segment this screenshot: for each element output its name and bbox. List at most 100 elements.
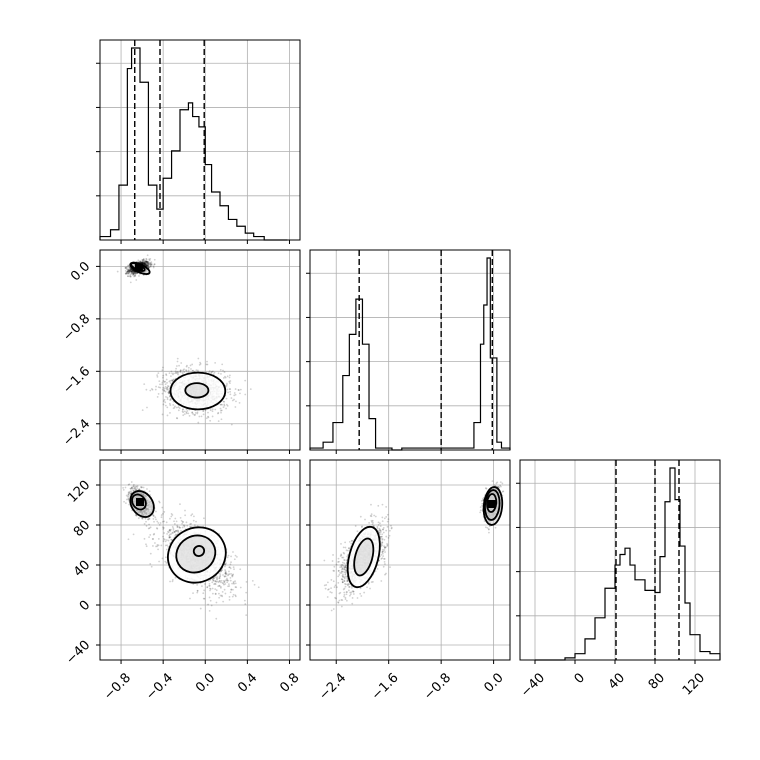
scatter-point	[168, 380, 171, 383]
scatter-point	[215, 589, 218, 592]
scatter-point	[149, 562, 152, 565]
scatter-point	[140, 261, 143, 264]
scatter-point	[209, 587, 211, 590]
scatter-point	[161, 383, 163, 386]
scatter-point	[345, 593, 348, 596]
scatter-point	[337, 601, 340, 603]
scatter-point	[386, 520, 389, 523]
scatter-point	[341, 568, 343, 571]
scatter-point	[187, 412, 190, 415]
scatter-point	[217, 372, 220, 375]
scatter-point	[169, 580, 171, 583]
scatter-point	[231, 575, 234, 578]
scatter-point	[147, 260, 150, 263]
scatter-point	[226, 581, 229, 584]
scatter-point	[140, 261, 143, 264]
scatter-point	[135, 514, 138, 517]
scatter-point	[233, 398, 235, 401]
scatter-point	[177, 409, 180, 412]
scatter-point	[159, 522, 162, 524]
scatter-point	[140, 262, 143, 264]
scatter-point	[370, 519, 373, 522]
scatter-point	[381, 538, 384, 541]
scatter-point	[226, 577, 228, 580]
scatter-point	[175, 529, 178, 532]
scatter-point	[135, 271, 137, 274]
scatter-point	[173, 530, 176, 533]
scatter-point	[192, 519, 195, 522]
scatter-point	[134, 273, 137, 276]
scatter-point	[171, 531, 174, 534]
scatter-point	[131, 269, 134, 272]
scatter-point	[343, 595, 345, 598]
scatter-point	[343, 559, 345, 561]
scatter-point	[224, 565, 226, 568]
scatter-point	[169, 398, 172, 401]
scatter-point	[209, 599, 212, 602]
scatter-point	[170, 515, 173, 518]
scatter-point	[145, 264, 148, 267]
scatter-point	[162, 527, 165, 529]
panel-content	[116, 254, 252, 426]
scatter-point	[163, 511, 166, 513]
scatter-point	[379, 529, 382, 532]
scatter-point	[129, 269, 132, 272]
scatter-point	[163, 389, 166, 392]
scatter-point	[196, 584, 199, 586]
scatter-point	[156, 544, 159, 546]
scatter-point	[343, 587, 346, 590]
scatter-point	[194, 411, 197, 414]
scatter-point	[211, 370, 213, 373]
scatter-point	[348, 547, 350, 549]
scatter-point	[129, 267, 132, 270]
panel-frame	[99, 459, 301, 661]
scatter-point	[161, 381, 164, 384]
scatter-point	[229, 382, 231, 385]
scatter-point	[138, 275, 140, 277]
scatter-point	[182, 408, 184, 411]
scatter-point	[129, 487, 132, 490]
scatter-point	[384, 573, 386, 576]
scatter-point	[165, 548, 168, 551]
scatter-point	[211, 410, 214, 413]
scatter-point	[128, 490, 131, 493]
scatter-point	[196, 589, 199, 592]
scatter-point	[199, 607, 202, 610]
scatter-point	[382, 550, 384, 553]
scatter-point	[140, 261, 142, 264]
scatter-point	[148, 262, 151, 264]
scatter-point	[145, 263, 148, 266]
scatter-point	[341, 570, 344, 573]
scatter-point	[208, 371, 210, 374]
scatter-point	[145, 543, 147, 546]
scatter-point	[345, 568, 348, 571]
scatter-point	[146, 264, 149, 267]
scatter-point	[177, 531, 180, 534]
scatter-point	[224, 583, 227, 585]
scatter-point	[342, 588, 345, 591]
scatter-point	[383, 549, 386, 551]
scatter-point	[343, 565, 346, 568]
scatter-point	[219, 368, 222, 371]
scatter-point	[232, 573, 235, 576]
scatter-point	[152, 514, 155, 517]
scatter-point	[131, 271, 134, 274]
scatter-point	[220, 411, 222, 414]
scatter-point	[335, 597, 337, 600]
scatter-point	[233, 582, 235, 585]
scatter-point	[235, 400, 237, 403]
scatter-point	[171, 372, 174, 375]
scatter-point	[224, 563, 226, 566]
scatter-point	[342, 546, 345, 549]
scatter-point	[149, 263, 152, 265]
scatter-point	[141, 517, 143, 520]
scatter-point	[185, 521, 188, 524]
scatter-point	[143, 262, 146, 265]
scatter-point	[153, 520, 155, 523]
scatter-point	[202, 597, 205, 600]
scatter-point	[125, 268, 128, 270]
scatter-point	[201, 585, 203, 587]
scatter-point	[332, 608, 335, 610]
scatter-point	[348, 583, 351, 586]
